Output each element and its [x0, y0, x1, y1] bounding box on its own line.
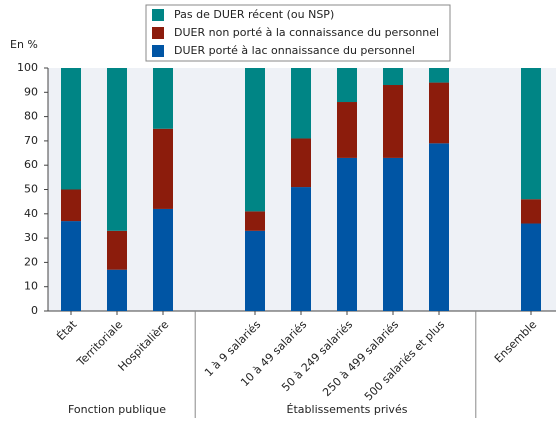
bar-segment	[153, 208, 173, 311]
bar-segment	[107, 230, 127, 270]
bar-segment	[521, 199, 541, 224]
x-tick-label: État	[54, 318, 79, 343]
bar-segment	[245, 68, 265, 212]
y-tick-label: 30	[24, 231, 38, 244]
legend-label: Pas de DUER récent (ou NSP)	[174, 8, 334, 21]
bar-segment	[61, 189, 81, 222]
y-tick-label: 80	[24, 110, 38, 123]
bar-segment	[245, 230, 265, 311]
y-tick-label: 100	[17, 61, 38, 74]
group-label: Établissements privés	[287, 403, 408, 416]
bar-segment	[245, 211, 265, 231]
legend-box	[145, 4, 451, 62]
y-tick-label: 40	[24, 207, 38, 220]
y-tick-label: 90	[24, 85, 38, 98]
bar-segment	[107, 269, 127, 311]
bar-segment	[337, 68, 357, 103]
bar-segment	[291, 68, 311, 139]
legend-label: DUER porté à lac onnaissance du personne…	[174, 44, 415, 57]
group-label: Fonction publique	[68, 403, 166, 416]
y-tick-label: 10	[24, 280, 38, 293]
x-tick-label: Ensemble	[492, 318, 539, 365]
bar-segment	[429, 68, 449, 83]
bar-segment	[429, 82, 449, 144]
legend-label: DUER non porté à la connaissance du pers…	[174, 26, 439, 39]
bar-segment	[153, 128, 173, 209]
y-tick-label: 70	[24, 134, 38, 147]
legend-swatch	[152, 27, 164, 39]
y-tick-label: 20	[24, 255, 38, 268]
bar-segment	[383, 85, 403, 158]
legend-swatch	[152, 9, 164, 21]
legend-swatch	[152, 45, 164, 57]
y-axis-label: En %	[10, 38, 38, 51]
bar-segment	[291, 138, 311, 188]
bar-segment	[521, 68, 541, 200]
bar-segment	[61, 68, 81, 190]
bar-segment	[291, 187, 311, 311]
bar-segment	[153, 68, 173, 129]
y-tick-label: 60	[24, 158, 38, 171]
x-tick-label: 500 salariés et plus	[362, 318, 448, 404]
bar-segment	[383, 157, 403, 311]
y-tick-label: 0	[31, 304, 38, 317]
bar-segment	[521, 223, 541, 311]
bar-segment	[107, 68, 127, 231]
bar-segment	[383, 68, 403, 86]
y-tick-label: 50	[24, 183, 38, 196]
bar-segment	[429, 143, 449, 311]
x-tick-label: 250 à 499 salariés	[320, 318, 401, 399]
bar-segment	[337, 157, 357, 311]
bar-segment	[337, 102, 357, 158]
bar-segment	[61, 221, 81, 311]
